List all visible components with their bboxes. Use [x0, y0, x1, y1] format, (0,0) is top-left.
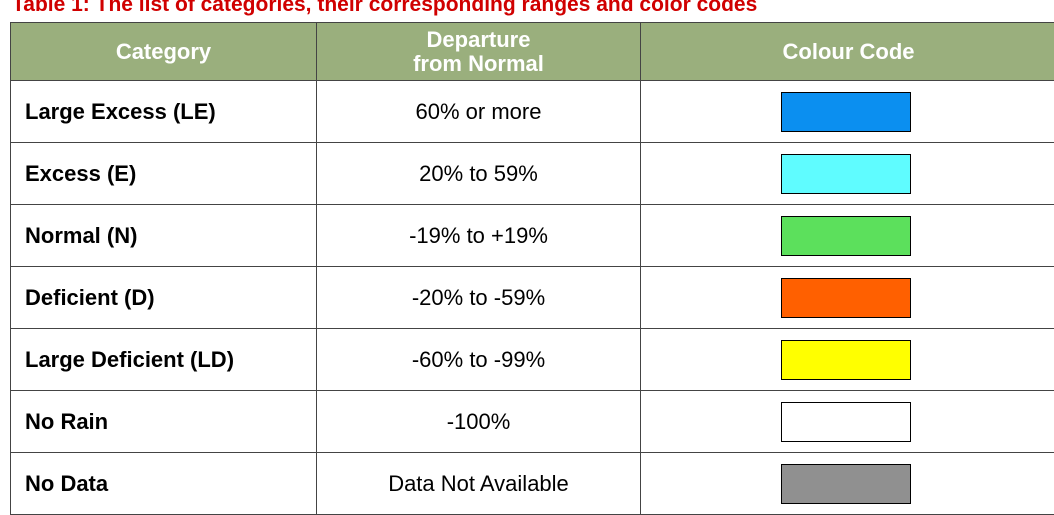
- departure-cell: -20% to -59%: [317, 267, 641, 329]
- colour-swatch: [781, 464, 911, 504]
- colour-cell: [641, 453, 1054, 515]
- category-cell: Excess (E): [11, 143, 317, 205]
- colour-cell: [641, 143, 1054, 205]
- colour-cell: [641, 267, 1054, 329]
- category-cell: Deficient (D): [11, 267, 317, 329]
- departure-cell: 20% to 59%: [317, 143, 641, 205]
- table-row: Deficient (D)-20% to -59%: [11, 267, 1054, 329]
- departure-cell: -100%: [317, 391, 641, 453]
- colour-swatch: [781, 216, 911, 256]
- category-cell: Normal (N): [11, 205, 317, 267]
- table-title: Table 1: The list of categories, their c…: [12, 0, 757, 17]
- departure-cell: Data Not Available: [317, 453, 641, 515]
- departure-cell: -60% to -99%: [317, 329, 641, 391]
- category-cell: Large Deficient (LD): [11, 329, 317, 391]
- header-cell: Colour Code: [641, 23, 1054, 81]
- header-cell: Category: [11, 23, 317, 81]
- table-row: Large Excess (LE)60% or more: [11, 81, 1054, 143]
- colour-swatch: [781, 340, 911, 380]
- category-cell: No Rain: [11, 391, 317, 453]
- colour-swatch: [781, 92, 911, 132]
- table-row: Normal (N)-19% to +19%: [11, 205, 1054, 267]
- header-cell: Departure from Normal: [317, 23, 641, 81]
- category-cell: Large Excess (LE): [11, 81, 317, 143]
- colour-cell: [641, 329, 1054, 391]
- table-row: Large Deficient (LD)-60% to -99%: [11, 329, 1054, 391]
- colour-cell: [641, 81, 1054, 143]
- departure-cell: -19% to +19%: [317, 205, 641, 267]
- table-row: Excess (E)20% to 59%: [11, 143, 1054, 205]
- header-row: Category Departure from Normal Colour Co…: [11, 23, 1054, 81]
- category-cell: No Data: [11, 453, 317, 515]
- colour-cell: [641, 205, 1054, 267]
- colour-swatch: [781, 278, 911, 318]
- colour-swatch: [781, 402, 911, 442]
- table-row: No Rain-100%: [11, 391, 1054, 453]
- departure-cell: 60% or more: [317, 81, 641, 143]
- colour-cell: [641, 391, 1054, 453]
- colour-swatch: [781, 154, 911, 194]
- category-table: Category Departure from Normal Colour Co…: [10, 22, 1054, 515]
